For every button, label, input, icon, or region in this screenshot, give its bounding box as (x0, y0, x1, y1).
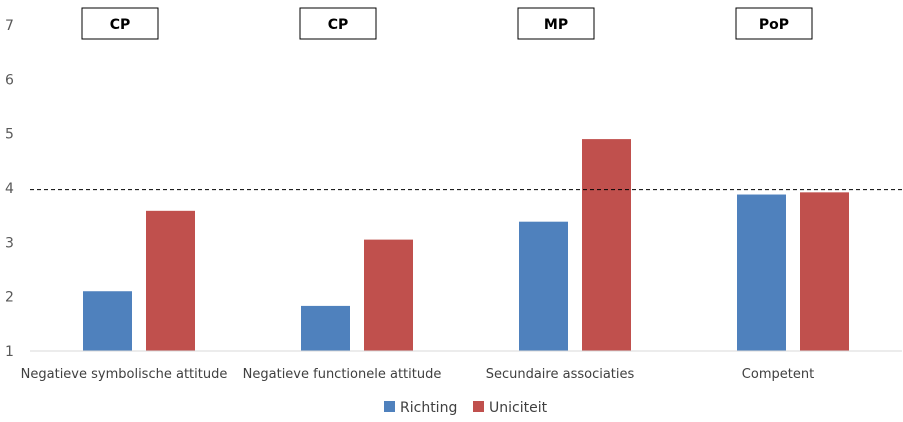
bar-richting-2 (519, 221, 568, 351)
bar-uniciteit-2 (582, 139, 631, 351)
category-labels: Negatieve symbolische attitude Negatieve … (21, 367, 815, 382)
category-tag-box: PoP (735, 7, 813, 40)
y-axis-ticks: 1 2 3 4 5 6 7 (5, 18, 14, 360)
category-tag-box: MP (517, 7, 595, 40)
bar-uniciteit-1 (364, 239, 413, 351)
category-tag-label: MP (544, 17, 568, 33)
category-label: Negatieve symbolische attitude (21, 367, 228, 382)
legend-swatch (384, 401, 395, 412)
category-tags: CP CP MP PoP (81, 7, 813, 40)
category-tag-label: PoP (759, 17, 789, 33)
category-tag-box: CP (299, 7, 377, 40)
bar-richting-3 (737, 194, 786, 351)
legend-item-richting: Richting (384, 400, 457, 416)
y-tick-label: 2 (5, 290, 14, 306)
y-tick-label: 1 (5, 344, 14, 360)
legend-label: Uniciteit (489, 400, 548, 416)
y-tick-label: 7 (5, 18, 14, 34)
category-label: Secundaire associaties (486, 367, 635, 382)
category-label: Negatieve functionele attitude (243, 367, 442, 382)
category-tag-label: CP (328, 17, 349, 33)
legend-swatch (473, 401, 484, 412)
bars (83, 139, 849, 351)
bar-richting-0 (83, 291, 132, 351)
category-tag-box: CP (81, 7, 159, 40)
legend-label: Richting (400, 400, 457, 416)
legend-item-uniciteit: Uniciteit (473, 400, 548, 416)
bar-richting-1 (301, 305, 350, 351)
bar-uniciteit-0 (146, 210, 195, 351)
category-tag-label: CP (110, 17, 131, 33)
category-label: Competent (742, 367, 814, 382)
legend: Richting Uniciteit (384, 400, 548, 416)
y-tick-label: 5 (5, 127, 14, 143)
y-tick-label: 6 (5, 72, 14, 88)
bar-uniciteit-3 (800, 192, 849, 351)
y-tick-label: 3 (5, 235, 14, 251)
y-tick-label: 4 (5, 181, 14, 197)
